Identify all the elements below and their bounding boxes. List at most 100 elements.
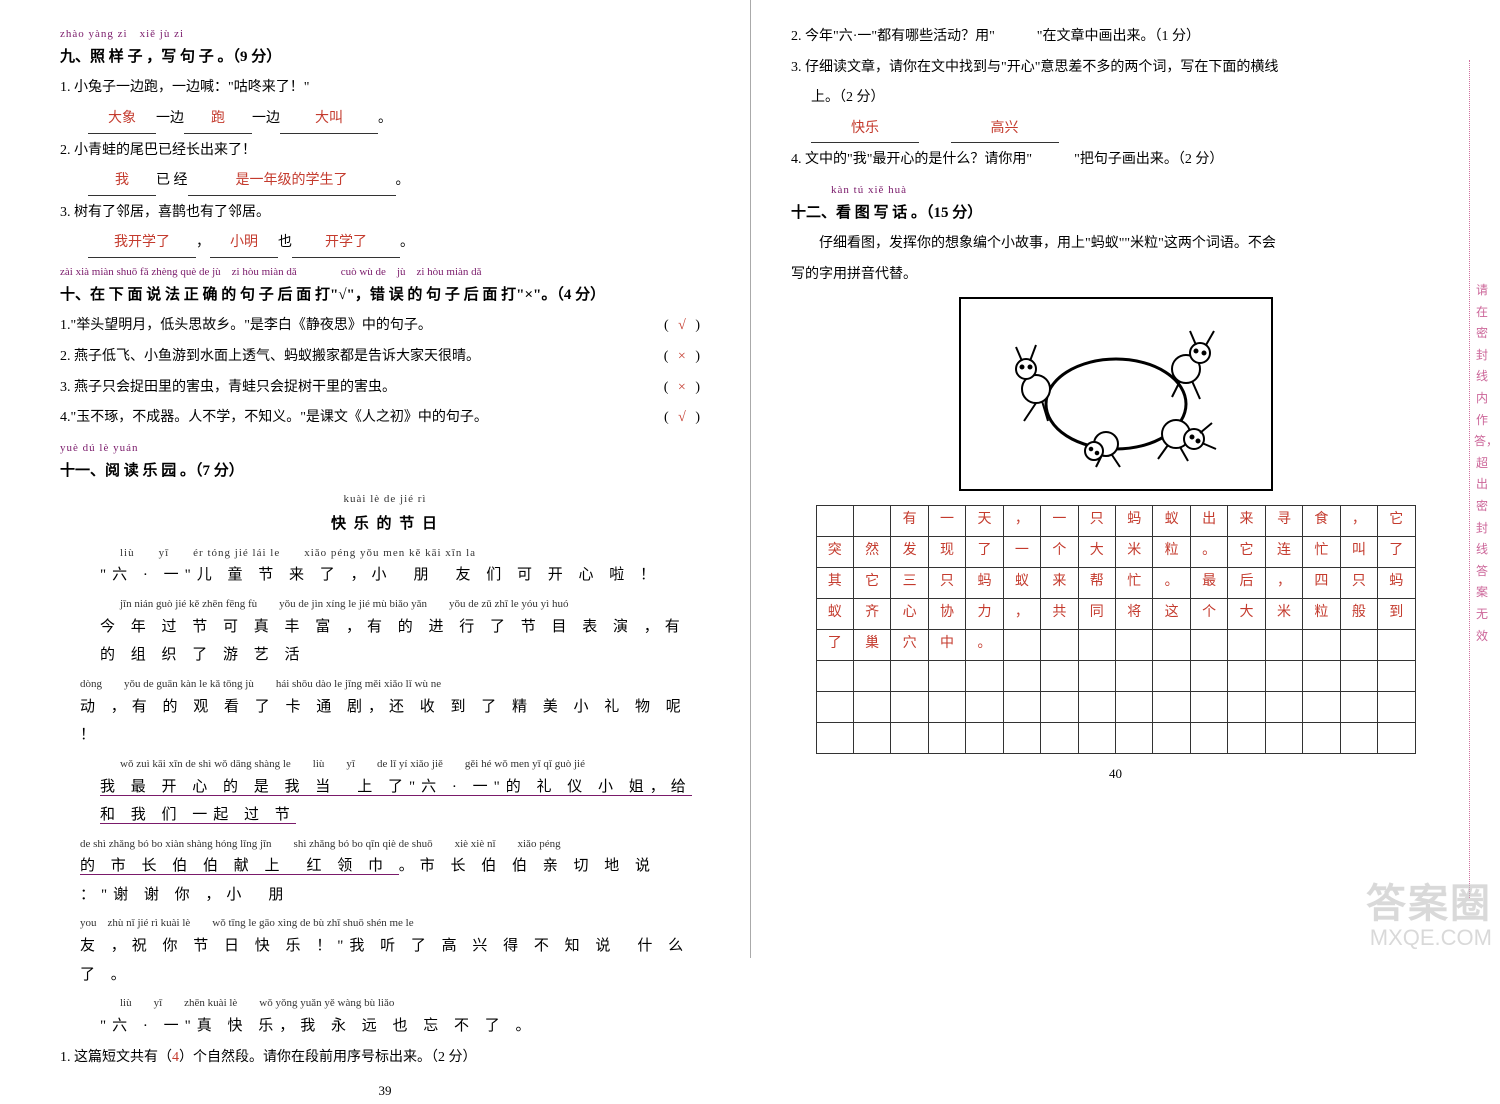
grid-cell xyxy=(891,691,928,722)
grid-cell xyxy=(1265,629,1302,660)
grid-cell xyxy=(853,722,890,753)
ants-drawing xyxy=(976,309,1256,479)
grid-cell: ， xyxy=(1265,567,1302,598)
rq1-a: 1. 这篇短文共有（ xyxy=(60,1050,172,1065)
grid-cell xyxy=(1228,660,1265,691)
r4: 我 最 开 心 的 是 我 当 上 了"六 · 一"的 礼 仪 小 姐，给 和 … xyxy=(100,773,710,830)
grid-cell xyxy=(1190,629,1227,660)
q1-blank3: 大叫 xyxy=(280,106,378,134)
grid-cell xyxy=(1003,722,1040,753)
grid-cell xyxy=(966,722,1003,753)
grid-cell: 。 xyxy=(1153,567,1190,598)
grid-cell: 心 xyxy=(891,598,928,629)
q1-blank1: 大象 xyxy=(88,106,156,134)
grid-cell xyxy=(1116,691,1153,722)
grid-cell xyxy=(1003,660,1040,691)
grid-cell xyxy=(1078,722,1115,753)
reading-title-pinyin: kuài lè de jié rì xyxy=(60,489,710,510)
grid-cell xyxy=(1190,691,1227,722)
grid-cell xyxy=(1116,722,1153,753)
grid-cell xyxy=(1041,722,1078,753)
grid-cell xyxy=(1228,629,1265,660)
rq3-blank1: 快乐 xyxy=(811,116,919,144)
grid-cell: ， xyxy=(1003,505,1040,536)
section9-pinyin: zhào yàng zi xiě jù zi xyxy=(60,24,710,45)
grid-cell: 米 xyxy=(1116,536,1153,567)
grid-cell xyxy=(1303,660,1340,691)
q2-answer: 我已 经是一年级的学生了。 xyxy=(60,168,710,196)
rq3a: 3. 仔细读文章，请你在文中找到与"开心"意思差不多的两个词，写在下面的横线 xyxy=(791,55,1440,82)
grid-cell xyxy=(1190,722,1227,753)
grid-cell: 只 xyxy=(1340,567,1377,598)
section11-pinyin: yuè dú lè yuán xyxy=(60,438,710,459)
grid-cell: 米 xyxy=(1265,598,1302,629)
q2-blank1: 我 xyxy=(88,168,156,196)
r5-py: de shì zhǎng bó bo xiàn shàng hóng lǐng … xyxy=(80,834,710,855)
grid-cell: 它 xyxy=(1378,505,1415,536)
grid-cell xyxy=(891,660,928,691)
grid-cell: 协 xyxy=(928,598,965,629)
grid-cell: 蚁 xyxy=(1153,505,1190,536)
picture-box xyxy=(959,297,1273,491)
rq3b: 上。（2 分） xyxy=(811,85,1440,112)
r7: "六 · 一"真 快 乐，我 永 远 也 忘 不 了 。 xyxy=(100,1012,710,1041)
grid-cell xyxy=(966,691,1003,722)
side-text: 请在密封线内作答，超出密封线答案无效 xyxy=(1474,280,1490,647)
grid-cell xyxy=(1078,629,1115,660)
grid-cell xyxy=(891,722,928,753)
grid-cell xyxy=(928,660,965,691)
grid-cell xyxy=(1378,629,1415,660)
r6: 友 ，祝 你 节 日 快 乐 ！"我 听 了 高 兴 得 不 知 说 什 么 了… xyxy=(80,932,710,989)
grid-cell xyxy=(816,691,853,722)
grid-cell: 般 xyxy=(1340,598,1377,629)
grid-cell xyxy=(1078,691,1115,722)
grid-cell: 大 xyxy=(1078,536,1115,567)
grid-cell xyxy=(853,691,890,722)
grid-cell: 只 xyxy=(928,567,965,598)
r7-py: liù yī zhēn kuài lè wǒ yǒng yuǎn yě wàng… xyxy=(120,993,710,1014)
grid-cell: 出 xyxy=(1190,505,1227,536)
grid-cell xyxy=(1003,691,1040,722)
grid-cell xyxy=(1303,722,1340,753)
grid-cell: 到 xyxy=(1378,598,1415,629)
grid-cell: 大 xyxy=(1228,598,1265,629)
grid-cell xyxy=(966,660,1003,691)
grid-cell xyxy=(1116,629,1153,660)
s12-intro1: 仔细看图，发挥你的想象编个小故事，用上"蚂蚁""米粒"这两个词语。不会 xyxy=(791,231,1440,258)
grid-cell: 天 xyxy=(966,505,1003,536)
grid-cell: 巢 xyxy=(853,629,890,660)
r5: 的 市 长 伯 伯 献 上 红 领 巾 。市 长 伯 伯 亲 切 地 说 ："谢… xyxy=(80,852,710,909)
grid-cell xyxy=(1078,660,1115,691)
grid-cell xyxy=(1190,660,1227,691)
tf1-text: 1."举头望明月，低头思故乡。"是李白《静夜思》中的句子。 xyxy=(60,318,432,333)
grid-cell xyxy=(1228,691,1265,722)
grid-cell xyxy=(1153,629,1190,660)
grid-cell: 连 xyxy=(1265,536,1302,567)
tf2: 2. 燕子低飞、小鱼游到水面上透气、蚂蚁搬家都是告诉大家天很晴。( × ) xyxy=(60,344,710,371)
tf3-text: 3. 燕子只会捉田里的害虫，青蛙只会捉树干里的害虫。 xyxy=(60,380,396,395)
q3-text: 3. 树有了邻居，喜鹊也有了邻居。 xyxy=(60,200,710,227)
grid-cell: 。 xyxy=(1190,536,1227,567)
grid-cell xyxy=(1265,722,1302,753)
tf4-mark: √ xyxy=(672,410,692,425)
tf3-mark: × xyxy=(672,380,692,395)
grid-cell xyxy=(816,722,853,753)
q1-text: 1. 小兔子一边跑，一边喊："咕咚来了！" xyxy=(60,75,710,102)
rq1-ans: 4 xyxy=(172,1050,179,1065)
q3-blank3: 开学了 xyxy=(292,230,400,258)
watermark-url: MXQE.COM xyxy=(1366,926,1492,950)
section10-pinyin: zài xià miàn shuō fǎ zhèng què de jù zi … xyxy=(60,262,710,283)
grid-cell: 共 xyxy=(1041,598,1078,629)
q3-blank1: 我开学了 xyxy=(88,230,196,258)
watermark-big: 答案圈 xyxy=(1366,882,1492,926)
grid-cell: ， xyxy=(1340,505,1377,536)
grid-cell: 来 xyxy=(1228,505,1265,536)
grid-cell: 它 xyxy=(853,567,890,598)
grid-cell xyxy=(1378,722,1415,753)
reading-title: 快 乐 的 节 日 xyxy=(60,510,710,539)
grid-cell: 个 xyxy=(1041,536,1078,567)
section12-title: 十二、看 图 写 话 。（15 分） xyxy=(791,199,1440,228)
grid-cell: 。 xyxy=(966,629,1003,660)
grid-cell: 将 xyxy=(1116,598,1153,629)
grid-cell: ， xyxy=(1003,598,1040,629)
